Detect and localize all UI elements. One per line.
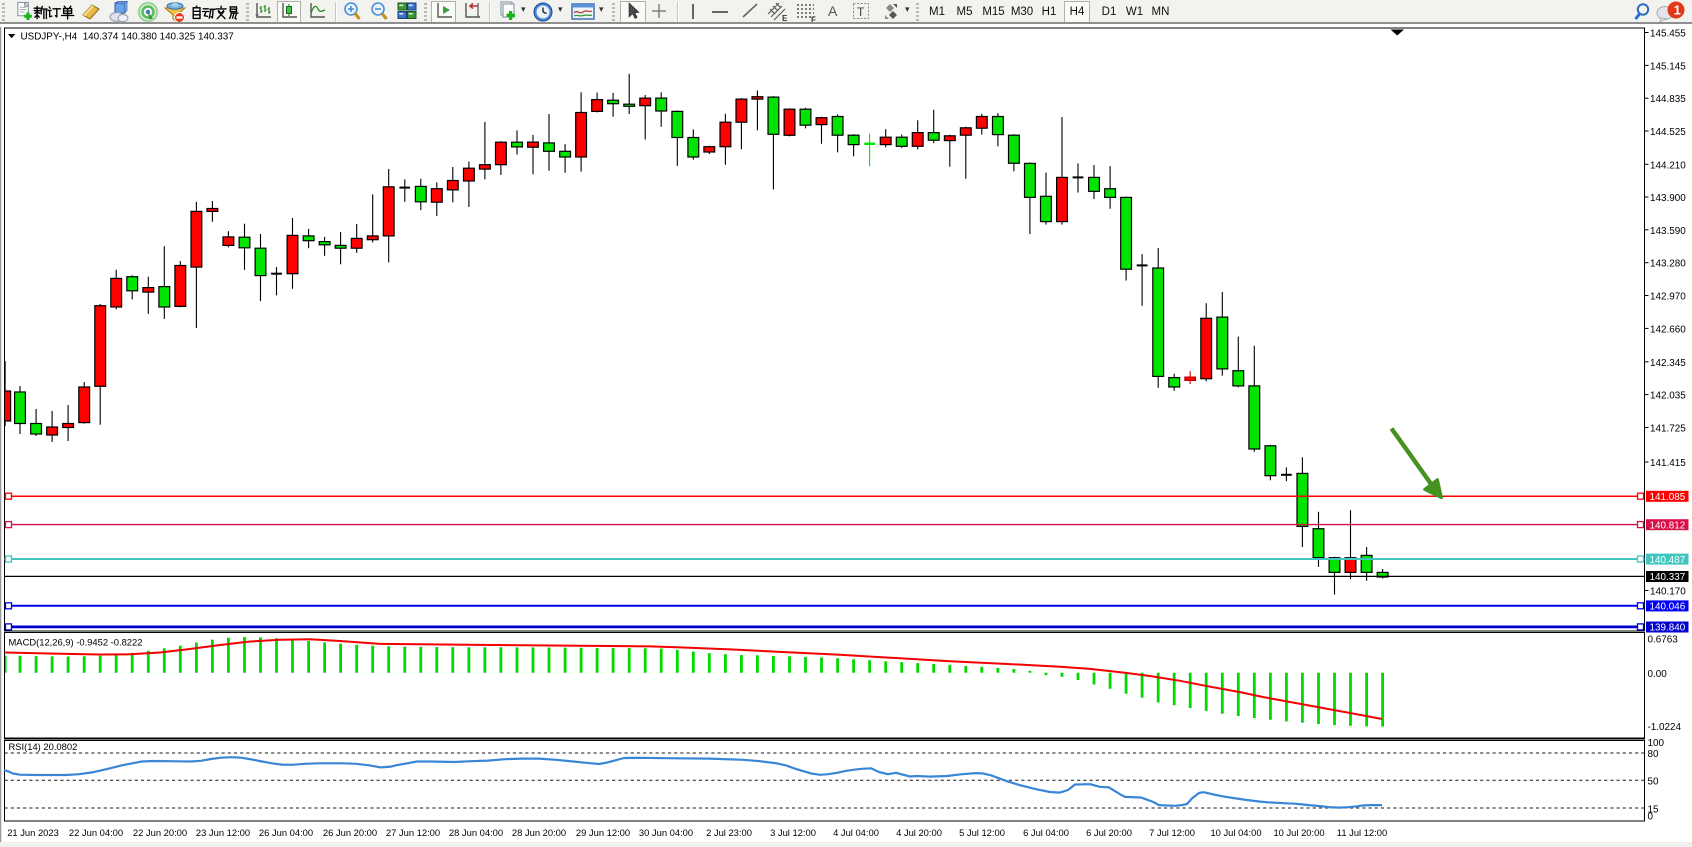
- svg-text:143.280: 143.280: [1650, 259, 1686, 270]
- svg-text:2 Jul 23:00: 2 Jul 23:00: [706, 827, 752, 838]
- svg-text:142.345: 142.345: [1650, 358, 1686, 369]
- svg-text:23 Jun 12:00: 23 Jun 12:00: [196, 827, 250, 838]
- svg-text:26 Jun 20:00: 26 Jun 20:00: [323, 827, 377, 838]
- svg-text:140.170: 140.170: [1650, 587, 1686, 598]
- svg-text:142.970: 142.970: [1650, 292, 1686, 303]
- svg-text:80: 80: [1648, 749, 1659, 760]
- svg-text:144.525: 144.525: [1650, 127, 1686, 138]
- svg-text:1: 1: [1674, 3, 1681, 18]
- svg-text:139.840: 139.840: [1650, 623, 1686, 634]
- svg-text:29 Jun 12:00: 29 Jun 12:00: [576, 827, 630, 838]
- svg-text:7 Jul 12:00: 7 Jul 12:00: [1149, 827, 1195, 838]
- svg-text:F: F: [811, 16, 816, 24]
- svg-text:21 Jun 2023: 21 Jun 2023: [7, 827, 59, 838]
- svg-text:140.337: 140.337: [1650, 572, 1686, 583]
- svg-text:4 Jul 04:00: 4 Jul 04:00: [833, 827, 879, 838]
- svg-text:10 Jul 20:00: 10 Jul 20:00: [1273, 827, 1324, 838]
- svg-text:142.660: 142.660: [1650, 324, 1686, 335]
- svg-text:11 Jul 12:00: 11 Jul 12:00: [1337, 827, 1387, 838]
- svg-text:5 Jul 12:00: 5 Jul 12:00: [959, 827, 1005, 838]
- svg-text:22 Jun 20:00: 22 Jun 20:00: [133, 827, 187, 838]
- svg-text:3 Jul 12:00: 3 Jul 12:00: [770, 827, 816, 838]
- svg-text:26 Jun 04:00: 26 Jun 04:00: [259, 827, 313, 838]
- svg-text:145.455: 145.455: [1650, 29, 1686, 40]
- svg-text:28 Jun 04:00: 28 Jun 04:00: [449, 827, 503, 838]
- svg-text:143.590: 143.590: [1650, 226, 1686, 237]
- svg-text:141.725: 141.725: [1650, 424, 1686, 435]
- svg-text:USDJPY-,H4 140.374 140.380 14: USDJPY-,H4 140.374 140.380 140.325 140.3…: [21, 32, 234, 43]
- svg-text:6 Jul 04:00: 6 Jul 04:00: [1023, 827, 1069, 838]
- svg-text:15: 15: [1648, 805, 1659, 816]
- svg-text:6 Jul 20:00: 6 Jul 20:00: [1086, 827, 1132, 838]
- svg-text:4 Jul 20:00: 4 Jul 20:00: [896, 827, 942, 838]
- svg-text:22 Jun 04:00: 22 Jun 04:00: [69, 827, 123, 838]
- svg-text:140.487: 140.487: [1650, 555, 1686, 566]
- svg-text:144.835: 144.835: [1650, 94, 1686, 105]
- svg-text:144.210: 144.210: [1650, 160, 1686, 171]
- svg-text:141.085: 141.085: [1650, 492, 1686, 503]
- svg-text:140.046: 140.046: [1650, 602, 1686, 613]
- svg-text:100: 100: [1648, 738, 1665, 749]
- svg-text:0.6763: 0.6763: [1648, 635, 1679, 646]
- svg-text:145.145: 145.145: [1650, 61, 1686, 72]
- svg-text:142.035: 142.035: [1650, 391, 1686, 402]
- svg-text:143.900: 143.900: [1650, 193, 1686, 204]
- svg-text:27 Jun 12:00: 27 Jun 12:00: [386, 827, 440, 838]
- svg-text:MACD(12,26,9) -0.9452 -0.8222: MACD(12,26,9) -0.9452 -0.8222: [9, 637, 143, 648]
- svg-text:28 Jun 20:00: 28 Jun 20:00: [512, 827, 566, 838]
- svg-text:0.00: 0.00: [1648, 669, 1668, 680]
- svg-text:50: 50: [1648, 776, 1659, 787]
- svg-text:T: T: [857, 5, 865, 19]
- svg-text:30 Jun 04:00: 30 Jun 04:00: [639, 827, 693, 838]
- svg-text:141.415: 141.415: [1650, 458, 1686, 469]
- svg-text:10 Jul 04:00: 10 Jul 04:00: [1210, 827, 1261, 838]
- svg-text:E: E: [782, 14, 788, 23]
- svg-text:-1.0224: -1.0224: [1648, 722, 1682, 733]
- svg-text:RSI(14) 20.0802: RSI(14) 20.0802: [9, 741, 78, 752]
- svg-text:0: 0: [1648, 812, 1654, 823]
- svg-text:140.812: 140.812: [1650, 520, 1686, 531]
